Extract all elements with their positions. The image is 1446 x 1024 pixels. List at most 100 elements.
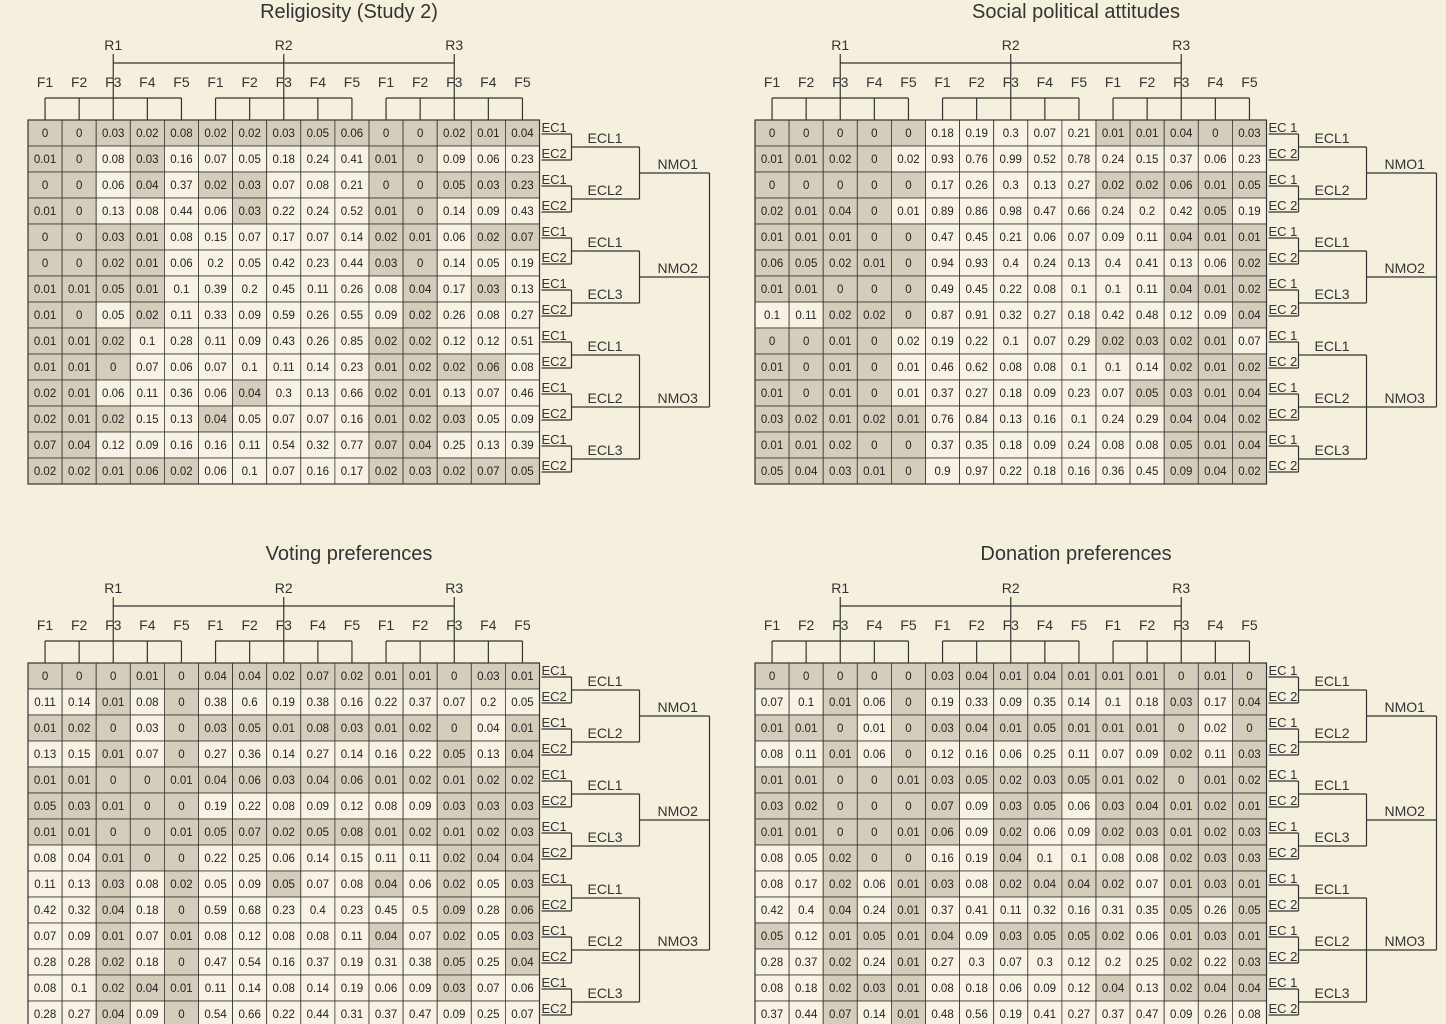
table-cell	[436, 223, 472, 251]
cell-value: 0.01	[1238, 232, 1260, 244]
cell-value: 0.06	[477, 154, 499, 166]
table-cell	[993, 379, 1029, 407]
table-cell	[95, 948, 131, 976]
table-cell	[300, 662, 336, 690]
table-cell	[993, 792, 1029, 820]
cell-value: 0.27	[1068, 1009, 1090, 1021]
cell-value: 0.85	[341, 336, 363, 348]
table-cell	[925, 714, 960, 742]
panel-title: Religiosity (Study 2)	[260, 1, 438, 23]
cell-value: 0	[178, 957, 184, 969]
cell-value: 0.01	[136, 284, 158, 296]
table-cell	[163, 896, 199, 924]
cell-value: 0.09	[1204, 310, 1226, 322]
table-cell	[1163, 197, 1199, 225]
cell-value: 0.02	[443, 128, 465, 140]
row-label-ec: EC1	[542, 923, 567, 938]
factor-label: F2	[968, 617, 985, 633]
cell-value: 0.09	[238, 879, 260, 891]
cell-value: 0.16	[1034, 414, 1056, 426]
table-cell	[163, 275, 199, 303]
table-cell	[504, 896, 540, 924]
cell-value: 0.02	[863, 414, 885, 426]
table-cell	[993, 974, 1029, 1002]
cell-value: 0	[871, 362, 877, 374]
table-cell	[925, 249, 960, 277]
cell-value: 0	[905, 466, 911, 478]
cell-value: 0.01	[897, 362, 919, 374]
cell-value: 0	[905, 801, 911, 813]
table-cell	[129, 405, 165, 433]
row-label-ec: EC 1	[1269, 767, 1298, 782]
table-cell	[198, 870, 233, 898]
cell-value: 0.17	[1204, 697, 1226, 709]
cell-value: 0	[905, 128, 911, 140]
cell-value: 0	[905, 258, 911, 270]
table-cell	[95, 818, 131, 846]
cell-value: 0.03	[1238, 827, 1260, 839]
cell-value: 0	[871, 440, 877, 452]
table-cell	[436, 896, 472, 924]
cell-value: 0.04	[68, 440, 91, 452]
cell-value: 0.01	[761, 440, 783, 452]
cell-value: 0.01	[1102, 723, 1124, 735]
cell-value: 0.03	[761, 414, 783, 426]
table-cell	[61, 792, 97, 820]
row-label-ec: EC 1	[1269, 224, 1298, 239]
table-border	[754, 662, 1268, 1024]
table-cell	[925, 844, 960, 872]
table-cell	[822, 379, 858, 407]
table-cell	[1095, 688, 1131, 716]
cell-value: 0.02	[102, 258, 124, 270]
table-cell	[232, 740, 268, 768]
table-cell	[402, 353, 438, 381]
table-cell	[402, 896, 438, 924]
cell-value: 0.02	[136, 310, 158, 322]
cell-value: 0.04	[1238, 440, 1261, 452]
row-label-ec: EC 2	[1269, 146, 1298, 161]
cell-value: 0.18	[136, 957, 158, 969]
table-cell	[1232, 974, 1267, 1002]
cell-value: 0	[178, 723, 184, 735]
cell-value: 0.02	[863, 310, 885, 322]
cell-value: 0.01	[897, 879, 919, 891]
cell-value: 0.02	[829, 154, 851, 166]
cell-value: 0.07	[931, 801, 953, 813]
cell-value: 0.01	[34, 310, 56, 322]
table-cell	[1197, 740, 1233, 768]
cell-value: 0.22	[1204, 957, 1226, 969]
cell-value: 0.48	[931, 1009, 953, 1021]
cell-value: 0.05	[204, 827, 226, 839]
cell-value: 0.03	[1170, 697, 1192, 709]
table-cell	[1027, 223, 1063, 251]
cell-value: 0.03	[136, 723, 158, 735]
table-cell	[1232, 948, 1267, 976]
table-cell	[402, 662, 438, 690]
factor-label: F1	[37, 74, 54, 90]
cell-value: 0.43	[511, 206, 533, 218]
table-cell	[504, 197, 540, 225]
cell-value: 0.07	[1068, 232, 1090, 244]
table-cell	[61, 662, 97, 690]
row-label-ec: EC 2	[1269, 845, 1298, 860]
cell-value: 0.07	[511, 1009, 533, 1021]
cell-value: 0.19	[1000, 1009, 1022, 1021]
table-cell	[402, 870, 438, 898]
cell-value: 0.14	[443, 206, 466, 218]
factor-label: F4	[866, 617, 883, 633]
table-cell	[95, 740, 131, 768]
ecl-label: ECL1	[1315, 881, 1350, 897]
row-label-ec: EC 2	[1269, 793, 1298, 808]
table-cell	[891, 275, 926, 303]
cell-value: 0.03	[931, 879, 953, 891]
cell-value: 0.02	[273, 827, 295, 839]
cell-value: 0.44	[341, 258, 364, 270]
cell-value: 0.02	[1000, 827, 1022, 839]
cell-value: 0	[803, 180, 809, 192]
cell-value: 0	[110, 362, 116, 374]
cell-value: 0	[383, 180, 389, 192]
cell-value: 0.01	[511, 723, 533, 735]
table-cell	[95, 327, 131, 355]
cell-value: 0.01	[1170, 801, 1192, 813]
table-cell	[1027, 870, 1063, 898]
